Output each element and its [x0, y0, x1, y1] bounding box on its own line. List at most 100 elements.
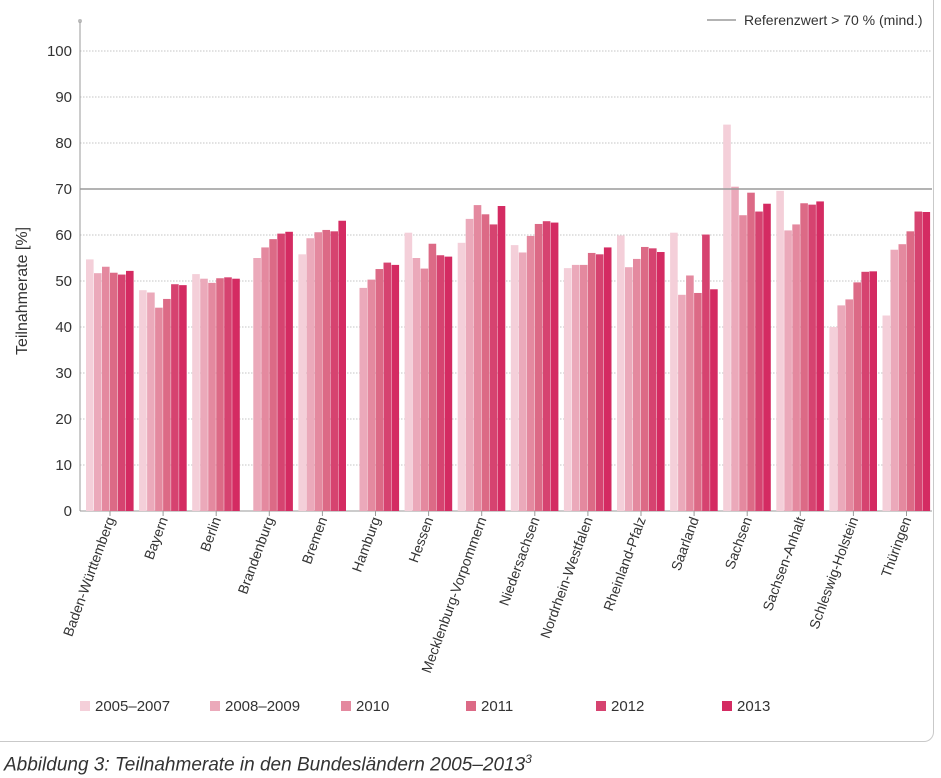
bar: [208, 282, 216, 511]
bar: [784, 230, 792, 511]
bar: [571, 264, 580, 511]
x-tick-label: Brandenburg: [234, 515, 277, 597]
bar: [526, 235, 535, 512]
figure-caption: Abbildung 3: Teilnahmerate in den Bundes…: [4, 752, 532, 776]
bar: [171, 284, 179, 511]
bar: [232, 278, 240, 511]
bar: [404, 232, 413, 511]
bar: [678, 294, 686, 511]
x-tick-label: Bayern: [141, 515, 171, 562]
bar: [420, 268, 429, 511]
bar: [792, 224, 800, 512]
legend-label: 2013: [737, 698, 770, 715]
bar: [603, 247, 612, 512]
legend-swatch: [466, 701, 476, 711]
bar: [110, 272, 118, 511]
x-tick-label: Bremen: [298, 515, 330, 567]
legend-swatch: [341, 701, 351, 711]
bar: [163, 298, 171, 511]
bar: [710, 289, 718, 511]
x-tick-label: Sachsen: [721, 515, 755, 572]
bar: [139, 290, 147, 511]
bar: [253, 258, 261, 511]
bar: [375, 269, 384, 511]
bar: [489, 224, 498, 512]
legend-swatch: [596, 701, 606, 711]
bar: [518, 252, 527, 512]
y-tick-label: 30: [55, 365, 72, 382]
bar: [731, 186, 739, 511]
bar: [906, 231, 915, 511]
bar: [285, 231, 293, 511]
caption-text: Abbildung 3: Teilnahmerate in den Bundes…: [4, 754, 526, 776]
legend-label: 2010: [356, 698, 389, 715]
bar: [200, 278, 208, 511]
bar: [86, 259, 94, 511]
bar: [261, 247, 269, 512]
bar: [890, 249, 899, 511]
bar: [829, 327, 837, 511]
bar: [861, 271, 869, 511]
bar: [338, 220, 346, 512]
bar: [922, 212, 931, 511]
bar: [367, 279, 376, 511]
bar: [587, 252, 596, 511]
bar: [579, 264, 588, 511]
bar: [444, 256, 453, 511]
caption-footnote: 3: [525, 752, 532, 766]
bar: [853, 282, 861, 511]
x-tick-label: Thüringen: [878, 515, 915, 580]
bar: [739, 215, 747, 511]
x-tick-label: Berlin: [197, 515, 224, 554]
bar: [192, 274, 200, 511]
x-tick-label: Hessen: [405, 515, 436, 565]
bar: [702, 234, 710, 512]
legend-swatch: [210, 701, 220, 711]
bar: [914, 211, 923, 512]
bar: [542, 221, 551, 511]
y-tick-label: 0: [64, 503, 72, 520]
bar: [837, 305, 845, 511]
bar: [383, 262, 392, 511]
y-tick-label: 20: [55, 411, 72, 428]
bar: [641, 246, 649, 511]
bar: [216, 278, 224, 511]
bar: [763, 203, 771, 511]
x-tick-label: Niedersachsen: [496, 515, 543, 608]
axis-top-marker: [78, 19, 82, 23]
y-tick-label: 10: [55, 457, 72, 474]
legend-label: 2008–2009: [225, 698, 300, 715]
x-tick-label: Nordrhein-Westfalen: [537, 515, 596, 641]
bar: [755, 211, 763, 512]
y-tick-label: 50: [55, 273, 72, 290]
bar: [94, 273, 102, 511]
bar: [800, 203, 808, 511]
bar: [481, 214, 490, 512]
bar: [428, 243, 437, 512]
bar: [694, 292, 702, 511]
bar: [126, 270, 134, 511]
bar: [657, 252, 665, 511]
y-tick-label: 70: [55, 181, 72, 198]
bar: [633, 258, 641, 511]
bar: [465, 218, 474, 511]
bar: [816, 201, 824, 512]
legend-swatch: [80, 701, 90, 711]
bar: [510, 245, 519, 511]
bar: [686, 275, 694, 511]
bar: [723, 124, 731, 511]
x-tick-label: Schleswig-Holstein: [806, 515, 861, 632]
bar: [322, 229, 330, 511]
bar: [436, 255, 445, 511]
bar: [550, 222, 559, 511]
bar: [179, 285, 187, 511]
bar: [330, 231, 338, 511]
bar: [102, 266, 110, 511]
bar: [155, 307, 163, 511]
bar: [649, 248, 657, 511]
legend-swatch: [722, 701, 732, 711]
x-tick-label: Baden-Württemberg: [60, 515, 118, 639]
legend-label: 2012: [611, 698, 644, 715]
y-tick-label: 40: [55, 319, 72, 336]
bar: [563, 268, 572, 511]
